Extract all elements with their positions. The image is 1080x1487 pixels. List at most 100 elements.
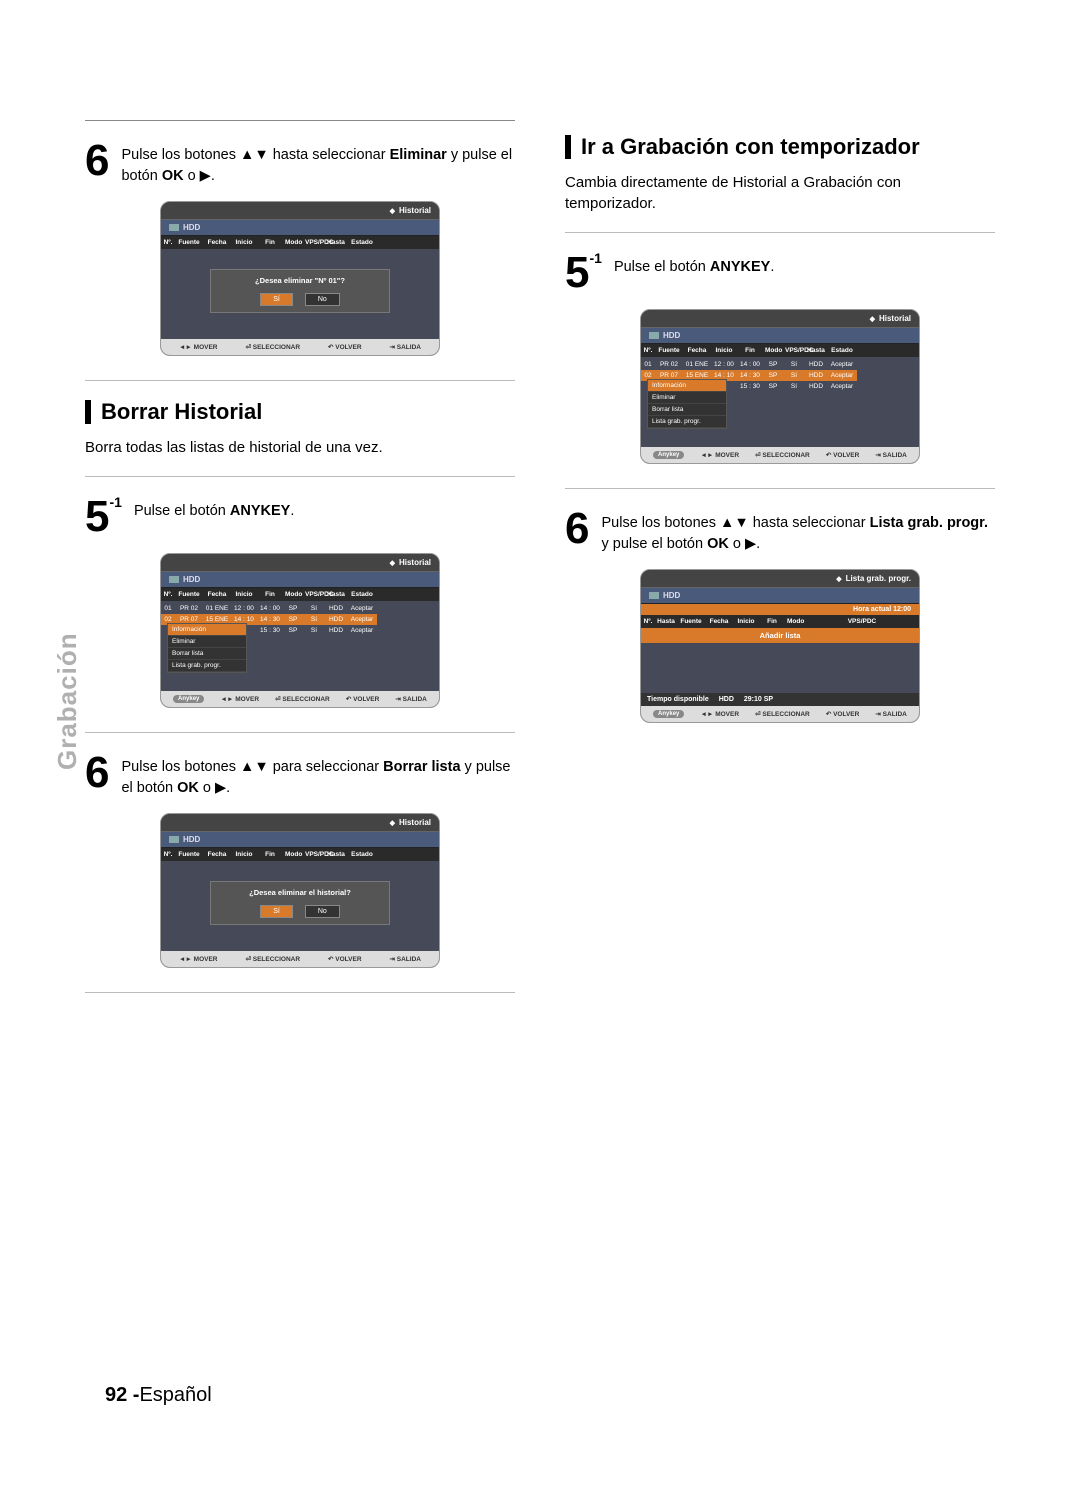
menu-item-info[interactable]: Información: [168, 624, 246, 636]
step-5: 5-1 Pulse el botón ANYKEY.: [85, 495, 515, 539]
dialog-question: ¿Desea eliminar el historial?: [217, 888, 383, 897]
context-menu: Información Eliminar Borrar lista Lista …: [167, 623, 247, 673]
section-intro: Cambia directamente de Historial a Graba…: [565, 172, 995, 214]
osd-footer: ◄► MOVER⏎ SELECCIONAR↶ VOLVER⇥ SALIDA: [161, 951, 439, 967]
osd-headers: Nº.HastaFuenteFechaInicioFinModoVPS/PDC: [641, 615, 919, 628]
osd-body: 01PR 0201 ENE12 : 0014 : 00SPSíHDDAcepta…: [161, 601, 439, 691]
menu-item-clear[interactable]: Borrar lista: [168, 648, 246, 660]
step-5r: 5-1 Pulse el botón ANYKEY.: [565, 251, 995, 295]
step-text: Pulse los botones ▲▼ para seleccionar Bo…: [121, 751, 515, 799]
osd-footer: Anykey ◄► MOVER⏎ SELECCIONAR↶ VOLVER⇥ SA…: [161, 691, 439, 707]
add-list-row[interactable]: Añadir lista: [641, 628, 919, 643]
osd-hdd-bar: HDD: [161, 831, 439, 848]
side-tab-label: Grabación: [52, 632, 83, 770]
step-text: Pulse el botón ANYKEY.: [134, 495, 294, 522]
osd-headers: Nº.FuenteFechaInicioFinModoVPS/PDCHastaE…: [161, 588, 439, 601]
osd-headers: Nº.FuenteFechaInicioFinModoVPS/PDCHastaE…: [641, 344, 919, 357]
osd-headers: Nº.FuenteFechaInicioFinModoVPS/PDCHastaE…: [161, 236, 439, 249]
menu-item-reclist[interactable]: Lista grab. progr.: [168, 660, 246, 672]
page-content: 6 Pulse los botones ▲▼ hasta seleccionar…: [0, 0, 1080, 1071]
diamond-icon: ◆: [390, 819, 395, 827]
divider: [85, 992, 515, 993]
step-text: Pulse los botones ▲▼ hasta seleccionar L…: [601, 507, 995, 555]
yes-button[interactable]: Sí: [260, 293, 293, 306]
confirm-dialog: ¿Desea eliminar "Nº 01"? Sí No: [210, 269, 390, 313]
step-text: Pulse el botón ANYKEY.: [614, 251, 774, 278]
osd-delete-hist: ◆Historial HDD Nº.FuenteFechaInicioFinMo…: [160, 813, 440, 968]
yes-button[interactable]: Sí: [260, 905, 293, 918]
osd-body: [641, 643, 919, 693]
table-row: 01PR 0201 ENE12 : 0014 : 00SPSíHDDAcepta…: [161, 603, 439, 614]
step-number: 6: [565, 507, 589, 551]
dialog-buttons: Sí No: [217, 905, 383, 918]
osd-menu: ◆Historial HDD Nº.FuenteFechaInicioFinMo…: [160, 553, 440, 708]
diamond-icon: ◆: [836, 575, 841, 583]
osd-prog-list: ◆Lista grab. progr. HDD Hora actual 12:0…: [640, 569, 920, 723]
hdd-icon: [649, 592, 659, 599]
step-number: 6: [85, 139, 109, 183]
section-ir: Ir a Grabación con temporizador: [565, 134, 995, 160]
osd-footer: Anykey ◄► MOVER⏎ SELECCIONAR↶ VOLVER⇥ SA…: [641, 447, 919, 463]
section-intro: Borra todas las listas de historial de u…: [85, 437, 515, 458]
step-6r: 6 Pulse los botones ▲▼ hasta seleccionar…: [565, 507, 995, 555]
divider: [85, 732, 515, 733]
osd-hdd-bar: HDD: [641, 587, 919, 604]
no-button[interactable]: No: [305, 905, 340, 918]
osd-body: ¿Desea eliminar el historial? Sí No: [161, 861, 439, 951]
step-number: 5-1: [565, 251, 602, 295]
osd-body: 01PR 0201 ENE12 : 0014 : 00SPSíHDDAcepta…: [641, 357, 919, 447]
left-column: 6 Pulse los botones ▲▼ hasta seleccionar…: [85, 120, 515, 1011]
osd-hdd-bar: HDD: [161, 571, 439, 588]
dialog-question: ¿Desea eliminar "Nº 01"?: [217, 276, 383, 285]
section-bar-icon: [565, 135, 571, 159]
osd-delete-item: ◆Historial HDD Nº.FuenteFechaInicioFinMo…: [160, 201, 440, 356]
osd-title: ◆Historial: [161, 814, 439, 831]
osd-footer: Anykey ◄► MOVER⏎ SELECCIONAR↶ VOLVER⇥ SA…: [641, 706, 919, 722]
osd-body: ¿Desea eliminar "Nº 01"? Sí No: [161, 249, 439, 339]
divider: [85, 476, 515, 477]
osd-headers: Nº.FuenteFechaInicioFinModoVPS/PDCHastaE…: [161, 848, 439, 861]
osd-menu-r: ◆Historial HDD Nº.FuenteFechaInicioFinMo…: [640, 309, 920, 464]
osd-hdd-bar: HDD: [641, 327, 919, 344]
dialog-buttons: Sí No: [217, 293, 383, 306]
menu-item-reclist[interactable]: Lista grab. progr.: [648, 416, 726, 428]
divider: [565, 232, 995, 233]
divider: [85, 380, 515, 381]
hdd-icon: [169, 224, 179, 231]
step-6b: 6 Pulse los botones ▲▼ para seleccionar …: [85, 751, 515, 799]
step-number: 5-1: [85, 495, 122, 539]
osd-title: ◆Historial: [161, 554, 439, 571]
section-title: Borrar Historial: [101, 399, 262, 425]
menu-item-delete[interactable]: Eliminar: [648, 392, 726, 404]
confirm-dialog: ¿Desea eliminar el historial? Sí No: [210, 881, 390, 925]
hdd-icon: [649, 332, 659, 339]
osd-title: ◆Historial: [161, 202, 439, 219]
section-title: Ir a Grabación con temporizador: [581, 134, 920, 160]
page-lang: Español: [139, 1384, 211, 1406]
osd-hdd-bar: HDD: [161, 219, 439, 236]
section-bar-icon: [85, 400, 91, 424]
time-available: Tiempo disponible HDD 29:10 SP: [641, 693, 919, 706]
divider: [85, 120, 515, 121]
osd-title: ◆Lista grab. progr.: [641, 570, 919, 587]
section-borrar: Borrar Historial: [85, 399, 515, 425]
menu-item-delete[interactable]: Eliminar: [168, 636, 246, 648]
no-button[interactable]: No: [305, 293, 340, 306]
step-6a: 6 Pulse los botones ▲▼ hasta seleccionar…: [85, 139, 515, 187]
menu-item-info[interactable]: Información: [648, 380, 726, 392]
anykey-pill: Anykey: [653, 451, 684, 459]
hdd-icon: [169, 576, 179, 583]
right-column: Ir a Grabación con temporizador Cambia d…: [565, 120, 995, 1011]
diamond-icon: ◆: [390, 207, 395, 215]
divider: [565, 488, 995, 489]
diamond-icon: ◆: [390, 559, 395, 567]
step-text: Pulse los botones ▲▼ hasta seleccionar E…: [121, 139, 515, 187]
current-time: Hora actual 12:00: [641, 604, 919, 615]
menu-item-clear[interactable]: Borrar lista: [648, 404, 726, 416]
page-footer: 92 -Español: [105, 1384, 212, 1407]
osd-title: ◆Historial: [641, 310, 919, 327]
anykey-pill: Anykey: [173, 695, 204, 703]
anykey-pill: Anykey: [653, 710, 684, 718]
diamond-icon: ◆: [870, 315, 875, 323]
osd-footer: ◄► MOVER⏎ SELECCIONAR↶ VOLVER⇥ SALIDA: [161, 339, 439, 355]
